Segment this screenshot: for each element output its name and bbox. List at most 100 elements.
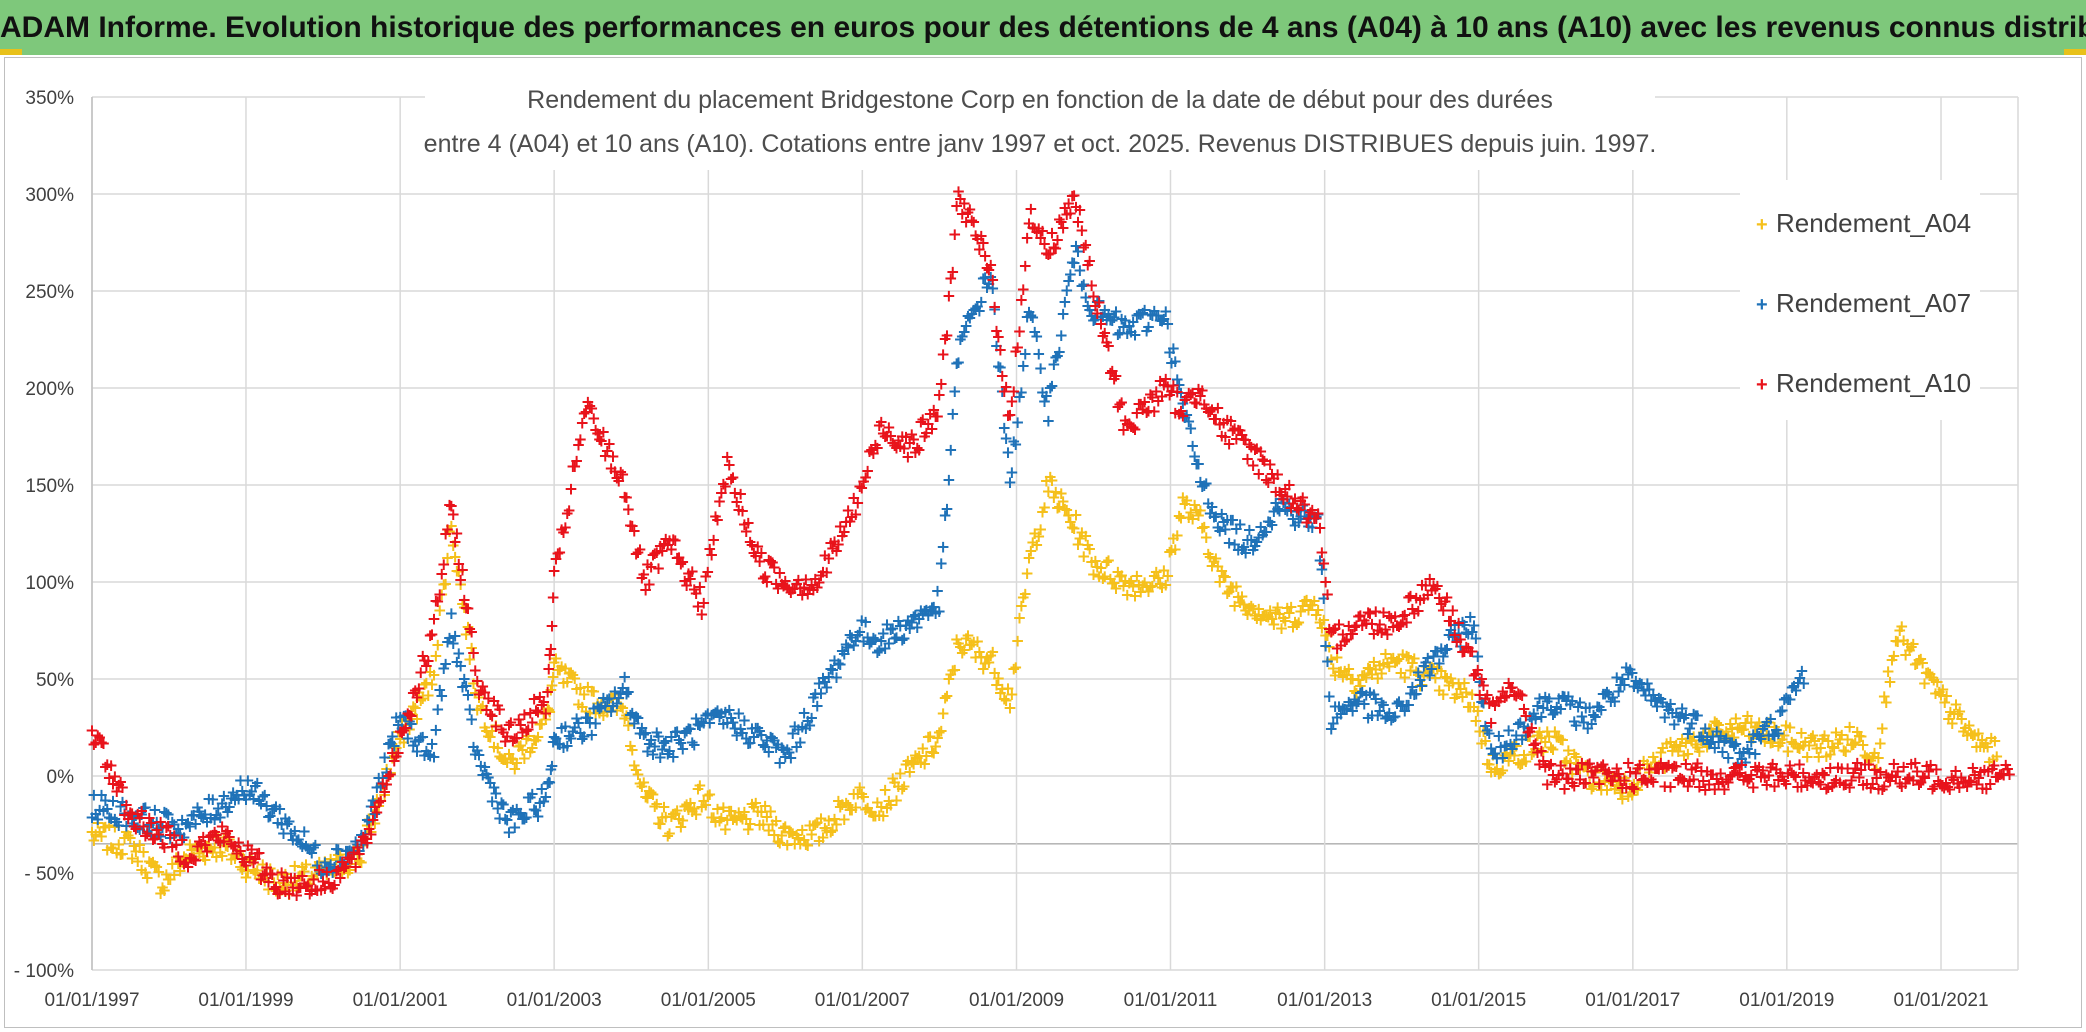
data-point: + — [745, 795, 759, 815]
data-point: + — [587, 682, 601, 702]
data-point: + — [655, 808, 669, 828]
data-point: + — [397, 733, 411, 753]
data-point: + — [710, 800, 724, 820]
data-point: + — [986, 271, 1000, 291]
x-tick-label: 01/01/2001 — [353, 990, 448, 1011]
data-point: + — [752, 815, 766, 835]
x-tick-label: 01/01/2013 — [1277, 990, 1372, 1011]
data-point: + — [553, 660, 567, 680]
data-point: + — [720, 811, 734, 831]
data-point: + — [254, 869, 268, 889]
data-point: + — [391, 743, 405, 763]
data-point: + — [506, 750, 520, 770]
data-point: + — [1101, 337, 1115, 357]
data-point: + — [265, 865, 279, 885]
data-point: + — [372, 797, 386, 817]
data-point: + — [685, 802, 699, 822]
data-point: + — [1009, 435, 1023, 455]
data-point: + — [370, 789, 384, 809]
data-point: + — [735, 810, 749, 830]
data-point: + — [1161, 567, 1175, 587]
data-point: + — [718, 820, 732, 840]
data-point: + — [417, 675, 431, 695]
data-point: + — [767, 826, 781, 846]
data-point: + — [919, 746, 933, 766]
data-point: + — [987, 297, 1001, 317]
data-point: + — [152, 863, 166, 883]
data-point: + — [554, 657, 568, 677]
data-point: + — [131, 852, 145, 872]
data-point: + — [470, 701, 484, 721]
x-tick-label: 01/01/2007 — [815, 990, 910, 1011]
data-point: + — [833, 798, 847, 818]
data-point: + — [273, 879, 287, 899]
data-point: + — [583, 704, 597, 724]
data-point: + — [940, 326, 954, 346]
data-point: + — [932, 602, 946, 622]
data-point: + — [104, 838, 118, 858]
data-point: + — [250, 861, 264, 881]
data-point: + — [271, 865, 285, 885]
data-point: + — [841, 795, 855, 815]
data-point: + — [598, 699, 612, 719]
data-point: + — [96, 734, 110, 754]
data-point: + — [930, 729, 944, 749]
data-point: + — [693, 776, 707, 796]
data-point: + — [464, 639, 478, 659]
data-point: + — [737, 802, 751, 822]
data-point: + — [638, 788, 652, 808]
data-point: + — [207, 838, 221, 858]
data-point: + — [291, 867, 305, 887]
data-point: + — [932, 723, 946, 743]
data-point: + — [535, 715, 549, 735]
data-point: + — [472, 688, 486, 708]
data-point: + — [167, 865, 181, 885]
data-point: + — [327, 863, 341, 883]
data-point: + — [623, 736, 637, 756]
data-point: + — [581, 678, 595, 698]
data-point: + — [891, 777, 905, 797]
data-point: + — [722, 802, 736, 822]
y-tick-label: 250% — [25, 282, 74, 303]
data-point: + — [827, 809, 841, 829]
data-point: + — [1012, 322, 1026, 342]
x-tick-label: 01/01/1999 — [198, 990, 293, 1011]
data-point: + — [814, 809, 828, 829]
data-point: + — [337, 860, 351, 880]
data-point: + — [596, 706, 610, 726]
data-point: + — [155, 878, 169, 898]
data-point: + — [288, 857, 302, 877]
data-point: + — [878, 781, 892, 801]
data-point: + — [544, 639, 558, 659]
legend-label-a10: Rendement_A10 — [1776, 368, 1971, 398]
data-point: + — [230, 844, 244, 864]
data-point: + — [144, 854, 158, 874]
data-point: + — [1879, 693, 1893, 713]
data-point: + — [1092, 293, 1106, 313]
data-point: + — [224, 850, 238, 870]
data-point: + — [438, 575, 452, 595]
data-point: + — [1883, 673, 1897, 693]
data-point: + — [788, 835, 802, 855]
data-point: + — [435, 687, 449, 707]
data-point: + — [925, 742, 939, 762]
data-point: + — [2002, 765, 2016, 785]
data-point: + — [96, 818, 110, 838]
data-point: + — [393, 730, 407, 750]
data-point: + — [278, 865, 292, 885]
data-point: + — [142, 852, 156, 872]
data-point: + — [510, 754, 524, 774]
data-point: + — [642, 782, 656, 802]
data-point: + — [839, 793, 853, 813]
data-point: + — [352, 851, 366, 871]
banner-corner-right — [2064, 49, 2086, 55]
data-point: + — [385, 748, 399, 768]
data-point: + — [429, 647, 443, 667]
data-point: + — [549, 649, 563, 669]
data-point: + — [754, 803, 768, 823]
data-point: + — [494, 749, 508, 769]
data-point: + — [594, 693, 608, 713]
data-point: + — [657, 798, 671, 818]
data-point: + — [478, 718, 492, 738]
data-point: + — [646, 785, 660, 805]
